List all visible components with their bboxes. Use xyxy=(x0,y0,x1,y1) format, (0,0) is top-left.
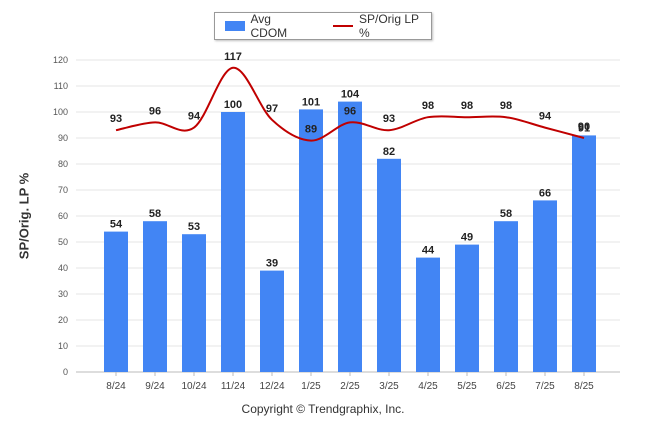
line-data-label: 94 xyxy=(188,111,201,123)
y-tick-label: 50 xyxy=(58,237,68,247)
y-tick-label: 110 xyxy=(54,81,68,91)
bar-data-label: 53 xyxy=(188,221,200,233)
y-tick-label: 0 xyxy=(63,367,68,377)
x-tick-label: 3/25 xyxy=(379,381,399,392)
line-data-label: 96 xyxy=(344,105,356,117)
copyright-text: Copyright © Trendgraphix, Inc. xyxy=(241,402,405,416)
bar-data-label: 66 xyxy=(539,187,551,199)
x-tick-label: 4/25 xyxy=(418,381,438,392)
bar-data-label: 58 xyxy=(149,208,161,220)
line-data-label: 98 xyxy=(422,100,434,112)
legend-swatch-bar xyxy=(225,21,245,31)
bar-data-label: 58 xyxy=(500,208,512,220)
x-tick-label: 8/24 xyxy=(106,381,126,392)
bar-data-label: 104 xyxy=(341,89,360,101)
line-data-label: 89 xyxy=(305,124,317,136)
line-data-label: 93 xyxy=(110,113,122,125)
y-tick-label: 120 xyxy=(53,55,68,65)
y-tick-label: 80 xyxy=(58,159,68,169)
bar-data-label: 91 xyxy=(578,122,590,134)
axis-layer: 0 10 20 30 40 50 60 70 80 90 100 110 120 8/24 9/24 10/2… xyxy=(53,55,594,392)
label-layer: 54 58 53 100 39 101 104 82 44 49 58 66 91 93 96 94 117 97… xyxy=(110,51,590,270)
legend-item-line[interactable]: SP/Orig LP % xyxy=(333,12,431,40)
legend-label-line: SP/Orig LP % xyxy=(359,12,419,40)
y-tick-label: 90 xyxy=(58,133,68,143)
legend-swatch-line xyxy=(333,25,353,27)
bar xyxy=(377,158,401,372)
line-data-label: 90 xyxy=(578,121,590,133)
y-axis-label: SP/Orig. LP % xyxy=(16,172,32,260)
legend-item-bar[interactable]: Avg CDOM xyxy=(225,12,309,40)
line-data-label: 96 xyxy=(149,105,161,117)
bar xyxy=(299,109,323,373)
y-tick-label: 60 xyxy=(58,211,68,221)
line-layer xyxy=(115,66,585,142)
bar xyxy=(221,112,245,372)
x-tick-label: 11/24 xyxy=(221,381,246,392)
bar xyxy=(104,231,128,372)
bar-data-label: 44 xyxy=(422,245,435,257)
bar-data-label: 39 xyxy=(266,258,278,270)
y-tick-label: 70 xyxy=(58,185,68,195)
bar xyxy=(416,257,440,372)
y-tick-label: 30 xyxy=(58,289,68,299)
y-tick-label: 100 xyxy=(53,107,68,117)
bar xyxy=(338,101,362,372)
bar xyxy=(182,234,206,372)
x-tick-label: 1/25 xyxy=(301,381,321,392)
line-series-path xyxy=(115,66,585,142)
bar-data-label: 82 xyxy=(383,146,395,158)
line-data-label: 98 xyxy=(500,100,512,112)
line-data-label: 94 xyxy=(539,111,552,123)
x-tick-label: 7/25 xyxy=(535,381,555,392)
y-tick-label: 20 xyxy=(58,315,68,325)
bar xyxy=(533,200,557,372)
bar-data-label: 100 xyxy=(224,99,242,111)
x-tick-label: 2/25 xyxy=(340,381,360,392)
legend-label-bar: Avg CDOM xyxy=(250,12,288,40)
line-data-label: 98 xyxy=(461,100,473,112)
legend: Avg CDOM SP/Orig LP % xyxy=(214,12,432,40)
bar xyxy=(494,221,518,372)
line-data-label: 97 xyxy=(266,103,278,115)
bar xyxy=(455,244,479,372)
bar-data-label: 54 xyxy=(110,219,123,231)
y-tick-label: 40 xyxy=(58,263,68,273)
bar xyxy=(572,135,596,372)
line-data-label: 117 xyxy=(224,51,242,63)
x-tick-label: 6/25 xyxy=(496,381,516,392)
x-tick-label: 12/24 xyxy=(259,381,284,392)
y-tick-label: 10 xyxy=(58,341,68,351)
x-tick-label: 5/25 xyxy=(457,381,477,392)
x-tick-label: 9/24 xyxy=(145,381,165,392)
x-tick-label: 8/25 xyxy=(574,381,594,392)
bar-data-label: 49 xyxy=(461,232,473,244)
bar xyxy=(260,270,284,372)
x-tick-label: 10/24 xyxy=(181,381,206,392)
line-data-label: 93 xyxy=(383,113,395,125)
bar-data-label: 101 xyxy=(302,96,320,108)
bar xyxy=(143,221,167,372)
bar-layer xyxy=(104,101,596,373)
